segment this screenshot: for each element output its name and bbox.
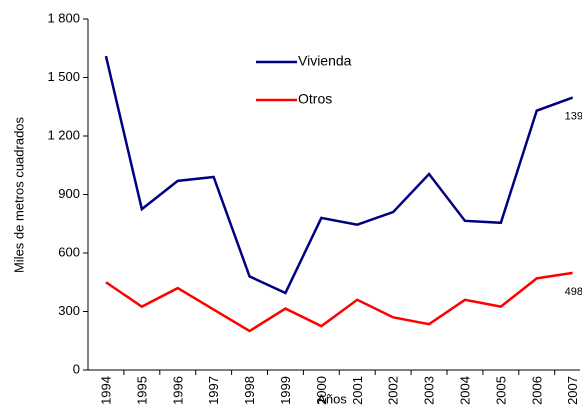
x-tick-label: 2005 (493, 376, 508, 405)
line-series (105, 271, 573, 333)
y-tick-label: 1 800 (47, 10, 80, 25)
x-tick-label: 2004 (457, 376, 472, 405)
data-label: 1397 (565, 110, 582, 122)
x-tick-label: 1994 (98, 376, 113, 405)
y-tick-label: 300 (58, 303, 80, 318)
y-tick-label: 0 (73, 361, 80, 376)
x-tick-label: 1998 (242, 376, 257, 405)
x-tick-label: 2002 (386, 376, 401, 405)
y-tick-label: 900 (58, 186, 80, 201)
x-tick-label: 2003 (422, 376, 437, 405)
y-tick-label: 600 (58, 244, 80, 259)
legend-label: Otros (298, 91, 332, 107)
legend-label: Vivienda (298, 53, 352, 69)
x-tick-label: 2006 (529, 376, 544, 405)
x-tick-label: 1999 (278, 376, 293, 405)
x-axis-label: Años (317, 391, 347, 406)
line-series (104, 55, 574, 295)
x-tick-label: 2007 (565, 376, 580, 405)
x-tick-label: 1997 (206, 376, 221, 405)
x-tick-label: 1996 (170, 376, 185, 405)
y-tick-label: 1 500 (47, 69, 80, 84)
y-axis-label: Miles de metros cuadrados (11, 116, 26, 273)
y-tick-label: 1 200 (47, 127, 80, 142)
x-tick-label: 2000 (314, 376, 329, 405)
data-label: 498 (565, 286, 582, 298)
x-tick-label: 1995 (134, 376, 149, 405)
x-tick-label: 2001 (350, 376, 365, 405)
